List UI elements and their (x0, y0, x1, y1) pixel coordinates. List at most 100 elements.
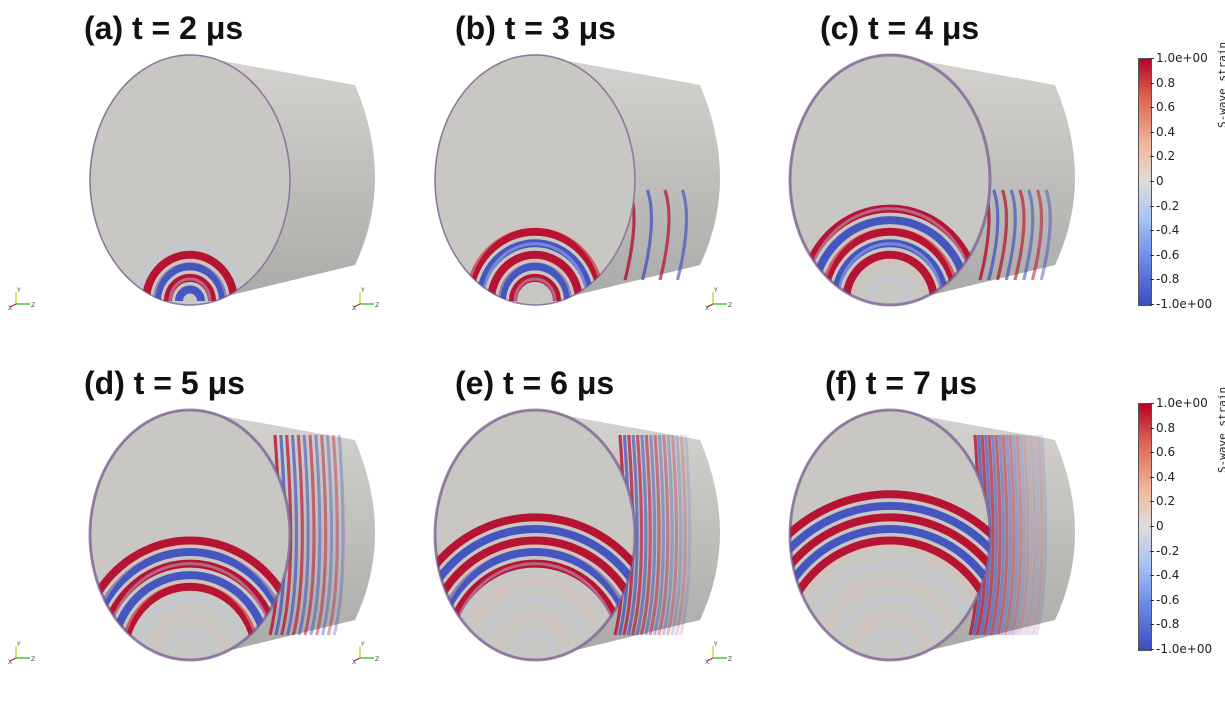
colorbar-tick-label: 0.6 (1156, 445, 1176, 460)
interior-ripple (868, 632, 912, 657)
face-rim (434, 54, 636, 306)
interior-ripple (513, 277, 557, 302)
x-axis-line (706, 303, 714, 308)
wavefront-ring (509, 273, 561, 302)
wavefront-ring (790, 501, 990, 657)
panel-title: (b) t = 3 μs (455, 10, 616, 46)
wavefront-ring (435, 513, 635, 657)
colorbar-tick-mark (1150, 526, 1154, 527)
colorbar-tick-mark (1150, 156, 1154, 158)
panel-a: (a) t = 2 μs (70, 10, 410, 330)
surface-wave-band (987, 189, 1000, 281)
cylinder-render (788, 53, 1075, 307)
z-axis-label: Z (31, 656, 35, 663)
surface-wave-band (291, 434, 304, 636)
surface-wave-band (1031, 434, 1044, 636)
surface-wave-band (326, 434, 339, 636)
colorbar-tick-label: 0.2 (1156, 494, 1176, 509)
surface-wave-band (995, 189, 1009, 281)
y-axis-label: Y (360, 287, 365, 294)
colorbar-tick-label: -0.8 (1156, 617, 1180, 632)
face-rim (88, 408, 292, 662)
wavefront-ring (498, 262, 572, 302)
colorbar-tick-label: -1.0e+00 (1156, 297, 1213, 311)
colorbar-tick-mark (1150, 452, 1154, 454)
surface-wave-band (1013, 189, 1026, 281)
face-rim (788, 53, 992, 307)
interior-ripple (168, 632, 212, 657)
colorbar-tick-mark (1150, 427, 1154, 429)
panel-title: (e) t = 6 μs (455, 365, 615, 401)
colorbar-tick-mark (1150, 230, 1154, 232)
x-axis-line (706, 657, 714, 662)
surface-wave-band (661, 434, 674, 636)
surface-wave-band (297, 434, 310, 636)
x-axis-line (353, 657, 361, 662)
interior-ripple (852, 259, 928, 302)
wavefront-ring (120, 582, 260, 657)
colorbar-tick-label: -0.2 (1156, 543, 1180, 558)
interior-ripple (836, 597, 944, 657)
interior-ripple (465, 224, 605, 302)
colorbar-title: S-wave strain (1216, 41, 1225, 128)
surface-wave-band (640, 189, 654, 281)
surface-wave-band (315, 434, 328, 636)
colorbar-tick-label: 0 (1156, 519, 1164, 533)
surface-wave-band (675, 189, 689, 281)
interior-ripple (497, 614, 573, 657)
surface-wave-band (1027, 434, 1041, 636)
colorbar-tick-mark (1150, 624, 1154, 626)
surface-wave-band (1010, 434, 1023, 636)
colorbar-tick-mark (1150, 550, 1154, 552)
wavefront-ring (153, 262, 227, 302)
panel-e: (e) t = 6 μs (415, 365, 755, 685)
colorbar-tick-label: -0.6 (1156, 592, 1180, 607)
colorbar-tick-label: -0.4 (1156, 223, 1180, 238)
panel-title: (f) t = 7 μs (825, 365, 978, 401)
surface-wave-band (630, 434, 644, 636)
orientation-axes-icon: Y Z X (352, 286, 382, 312)
z-axis-label: Z (31, 302, 35, 309)
colorbar-top: 1.0e+00 0.8 0.6 0.4 0.2 0 -0.2 -0.4 -0.6 -0.8 -1.0… (1138, 42, 1225, 318)
interior-ripple (804, 207, 976, 302)
surface-wave-band (1020, 434, 1034, 636)
interior-ripple (497, 259, 573, 302)
x-axis-label: X (705, 659, 709, 666)
surface-wave-band (635, 434, 648, 636)
z-axis-label: Z (728, 656, 732, 663)
colorbar-tick-mark (1150, 82, 1154, 84)
colorbar-tick-mark (1150, 501, 1154, 503)
x-axis-label: X (352, 659, 356, 666)
interior-ripple (465, 579, 605, 657)
z-axis-label: Z (375, 302, 379, 309)
interior-ripple (513, 632, 557, 657)
interior-ripple (136, 597, 244, 657)
x-axis-line (9, 303, 17, 308)
x-axis-line (9, 657, 17, 662)
wavefront-ring (175, 285, 205, 302)
face-rim (433, 408, 637, 662)
colorbar-tick-mark (1150, 649, 1154, 650)
wavefront-ring (465, 227, 605, 302)
panel-title: (d) t = 5 μs (84, 365, 245, 401)
cylinder-render (788, 408, 1075, 662)
surface-wave-band (1034, 434, 1048, 636)
colorbar-tick-label: 0.8 (1156, 420, 1176, 435)
interior-ripple (152, 259, 228, 302)
y-axis-label: Y (16, 287, 21, 294)
colorbar-tick-label: 0.4 (1156, 469, 1176, 484)
colorbar-tick-label: -1.0e+00 (1156, 642, 1213, 656)
colorbar-tick-mark (1150, 58, 1154, 59)
wavefront-ring (790, 525, 990, 657)
colorbar-tick-label: 0 (1156, 174, 1164, 188)
colorbar-tick-label: 0.8 (1156, 75, 1176, 90)
surface-wave-band (1003, 434, 1016, 636)
colorbar-tick-mark (1150, 181, 1154, 182)
interior-ripple (152, 614, 228, 657)
x-axis-line (353, 303, 361, 308)
colorbar-tick-label: -0.4 (1156, 568, 1180, 583)
colorbar-tick-label: 1.0e+00 (1156, 396, 1208, 410)
surface-wave-band (285, 434, 299, 636)
colorbar-tick-mark (1150, 205, 1154, 207)
surface-wave-band (674, 434, 687, 636)
